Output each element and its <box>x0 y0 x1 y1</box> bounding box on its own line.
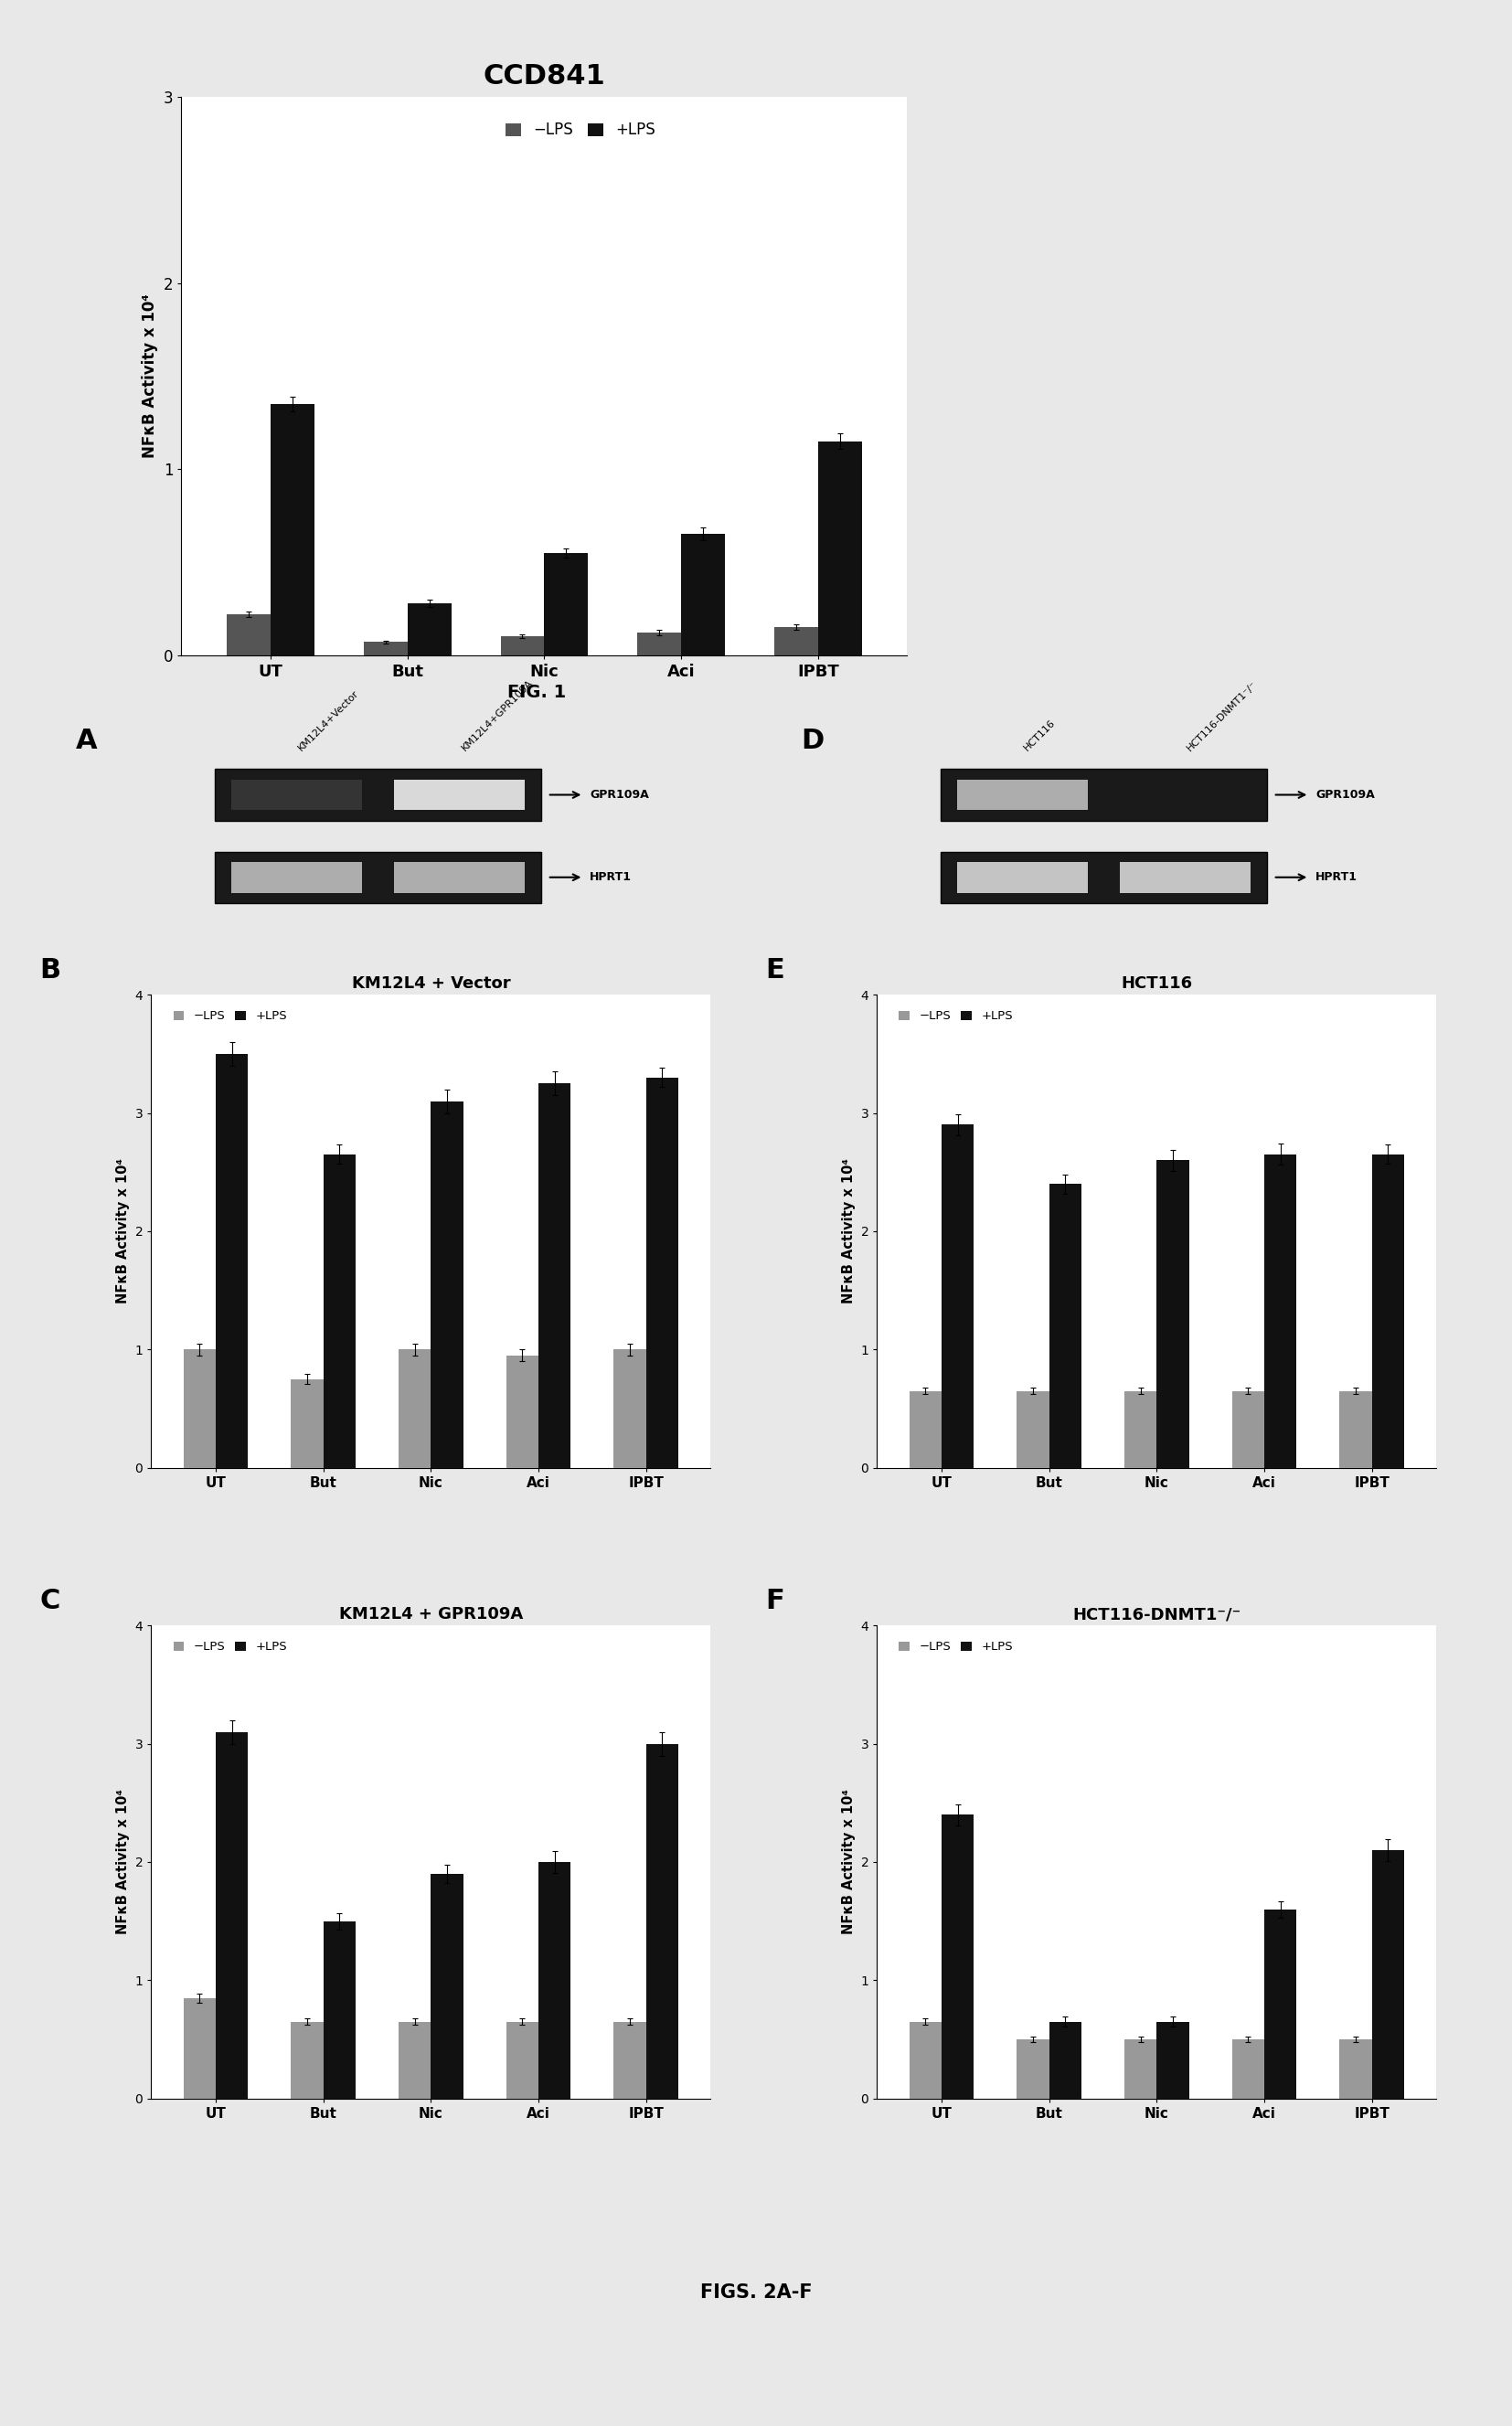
Bar <box>682 534 726 655</box>
Y-axis label: NFκB Activity x 10⁴: NFκB Activity x 10⁴ <box>842 1790 856 1934</box>
Y-axis label: NFκB Activity x 10⁴: NFκB Activity x 10⁴ <box>842 1160 856 1303</box>
Text: KM12L4+GPR109A: KM12L4+GPR109A <box>460 677 534 752</box>
Legend: −LPS, +LPS: −LPS, +LPS <box>168 1635 292 1657</box>
Bar <box>215 769 541 820</box>
Title: HCT116-DNMT1⁻/⁻: HCT116-DNMT1⁻/⁻ <box>1072 1606 1241 1623</box>
Bar <box>1125 2040 1157 2098</box>
Bar <box>407 604 451 655</box>
Bar <box>216 1732 248 2098</box>
Bar <box>507 1356 538 1468</box>
Bar <box>646 1077 679 1468</box>
Bar <box>1125 1390 1157 1468</box>
Bar <box>431 1101 463 1468</box>
Bar <box>538 1863 572 2098</box>
Text: GPR109A: GPR109A <box>1315 788 1374 801</box>
Bar <box>942 1815 974 2098</box>
Bar <box>399 2021 431 2098</box>
Text: C: C <box>39 1587 60 1613</box>
Bar <box>1049 1184 1081 1468</box>
Bar <box>431 1873 463 2098</box>
Bar <box>1264 1155 1296 1468</box>
Text: HCT116-DNMT1⁻/⁻: HCT116-DNMT1⁻/⁻ <box>1185 679 1259 752</box>
Text: KM12L4+Vector: KM12L4+Vector <box>296 689 360 752</box>
Legend: −LPS, +LPS: −LPS, +LPS <box>499 116 662 146</box>
Bar <box>1340 1390 1371 1468</box>
Text: FIG. 1: FIG. 1 <box>508 684 565 701</box>
Bar <box>1232 2040 1264 2098</box>
Legend: −LPS, +LPS: −LPS, +LPS <box>894 1004 1018 1026</box>
Bar <box>1120 861 1250 893</box>
Text: HPRT1: HPRT1 <box>1315 871 1358 883</box>
Bar <box>395 779 525 810</box>
Bar <box>1371 1155 1405 1468</box>
Text: D: D <box>801 728 824 754</box>
Bar <box>1371 1851 1405 2098</box>
Text: F: F <box>765 1587 785 1613</box>
Bar <box>183 1999 216 2098</box>
Text: HPRT1: HPRT1 <box>590 871 632 883</box>
Bar <box>774 628 818 655</box>
Title: CCD841: CCD841 <box>484 63 605 90</box>
Bar <box>271 403 314 655</box>
Text: GPR109A: GPR109A <box>590 788 649 801</box>
Bar <box>324 1155 355 1468</box>
Text: B: B <box>39 956 60 983</box>
Bar <box>183 1349 216 1468</box>
Bar <box>1016 1390 1049 1468</box>
Bar <box>324 1921 355 2098</box>
Bar <box>231 861 361 893</box>
Bar <box>399 1349 431 1468</box>
Bar <box>1340 2040 1371 2098</box>
Bar <box>538 1084 572 1468</box>
Bar <box>395 861 525 893</box>
Bar <box>909 1390 942 1468</box>
Legend: −LPS, +LPS: −LPS, +LPS <box>168 1004 292 1026</box>
Bar <box>818 442 862 655</box>
Text: A: A <box>76 728 97 754</box>
Bar <box>215 852 541 902</box>
Bar <box>363 643 407 655</box>
Text: E: E <box>765 956 785 983</box>
Bar <box>231 779 361 810</box>
Title: KM12L4 + Vector: KM12L4 + Vector <box>352 975 510 992</box>
Bar <box>1264 1909 1296 2098</box>
Bar <box>290 2021 324 2098</box>
Bar <box>1232 1390 1264 1468</box>
Bar <box>1157 1160 1188 1468</box>
Bar <box>614 1349 646 1468</box>
Bar <box>646 1744 679 2098</box>
Text: FIGS. 2A-F: FIGS. 2A-F <box>700 2283 812 2302</box>
Title: HCT116: HCT116 <box>1120 975 1193 992</box>
Bar <box>500 636 544 655</box>
Y-axis label: NFκB Activity x 10⁴: NFκB Activity x 10⁴ <box>116 1790 130 1934</box>
Text: HCT116: HCT116 <box>1022 718 1057 752</box>
Bar <box>507 2021 538 2098</box>
Bar <box>940 769 1267 820</box>
Bar <box>614 2021 646 2098</box>
Bar <box>638 633 682 655</box>
Bar <box>1120 779 1250 810</box>
Bar <box>544 553 588 655</box>
Bar <box>957 779 1087 810</box>
Bar <box>1157 2021 1188 2098</box>
Y-axis label: NFκB Activity x 10⁴: NFκB Activity x 10⁴ <box>116 1160 130 1303</box>
Bar <box>1016 2040 1049 2098</box>
Title: KM12L4 + GPR109A: KM12L4 + GPR109A <box>339 1606 523 1623</box>
Bar <box>216 1053 248 1468</box>
Legend: −LPS, +LPS: −LPS, +LPS <box>894 1635 1018 1657</box>
Bar <box>1049 2021 1081 2098</box>
Bar <box>227 614 271 655</box>
Y-axis label: NFκB Activity x 10⁴: NFκB Activity x 10⁴ <box>142 294 159 459</box>
Bar <box>290 1378 324 1468</box>
Bar <box>940 852 1267 902</box>
Bar <box>957 861 1087 893</box>
Bar <box>942 1126 974 1468</box>
Bar <box>909 2021 942 2098</box>
